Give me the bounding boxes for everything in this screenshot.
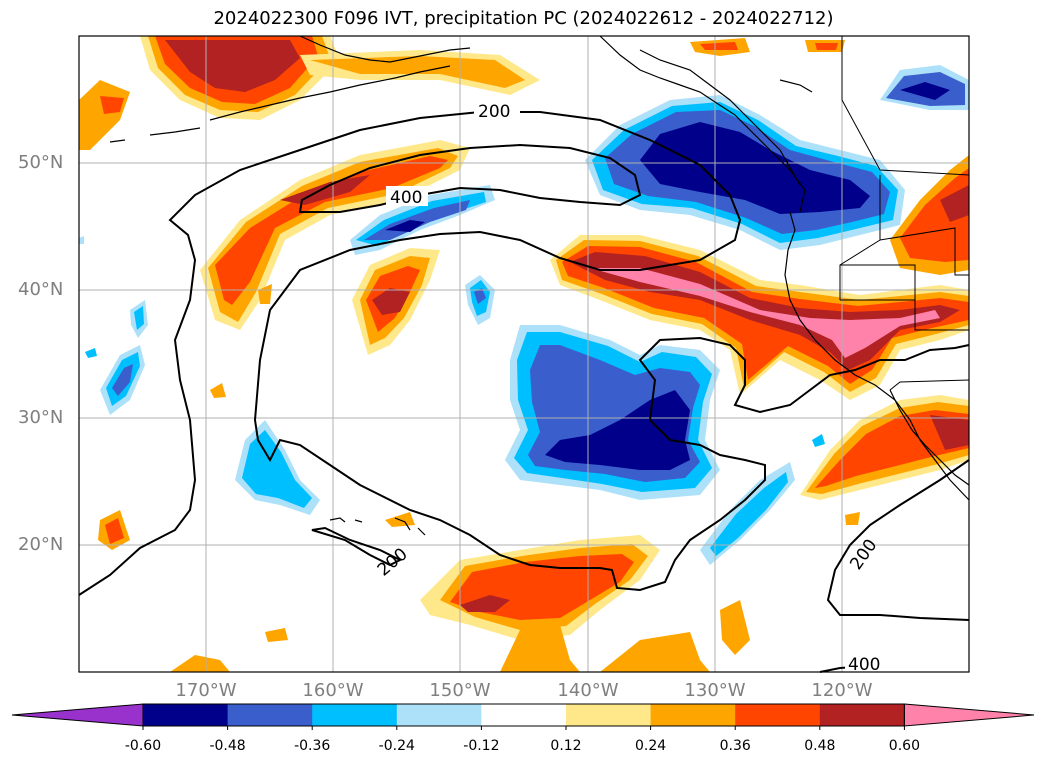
positive-anomaly-region	[258, 284, 272, 304]
state-border	[839, 175, 881, 300]
colorbar-segment	[143, 704, 229, 726]
hawaii-island	[394, 517, 411, 531]
coastlines	[109, 35, 970, 536]
hawaii-island	[417, 527, 426, 536]
negative-anomaly-region	[134, 306, 144, 330]
positive-anomaly-region	[280, 175, 370, 205]
lon-label: 120°W	[811, 680, 873, 701]
negative-anomaly-region	[79, 236, 84, 244]
colorbar-segment	[481, 704, 567, 726]
contour-label: 200	[478, 102, 510, 122]
positive-anomaly-region	[600, 632, 710, 672]
positive-anomaly-region	[170, 655, 230, 672]
positive-anomaly-region	[460, 595, 510, 612]
alaska-coastline	[209, 65, 451, 121]
lat-label: 50°N	[18, 152, 64, 173]
positive-anomaly-region	[940, 185, 969, 222]
colorbar-segment	[566, 704, 652, 726]
lat-label: 40°N	[18, 279, 64, 300]
colorbar-tick-label: -0.48	[209, 738, 246, 754]
colorbar-segment	[650, 704, 736, 726]
lon-label: 160°W	[302, 680, 364, 701]
negative-anomaly-region	[640, 122, 870, 214]
contour-label: 400	[390, 188, 422, 208]
colorbar-tick-label: 0.12	[550, 738, 582, 754]
lat-label: 30°N	[18, 407, 64, 428]
negative-anomaly-region	[900, 82, 950, 100]
positive-anomaly-region	[165, 40, 300, 92]
colorbar-extend-arrow	[903, 703, 1035, 727]
negative-anomaly-region	[710, 472, 788, 556]
state-border	[840, 264, 969, 331]
colorbar-tick-label: -0.60	[124, 738, 162, 754]
positive-anomaly-region	[210, 383, 226, 398]
colorbar-segment	[227, 704, 313, 726]
ivt-contour-200	[311, 526, 403, 567]
state-borders	[839, 36, 970, 391]
ivt-contour-200	[826, 459, 970, 621]
ivt-contour-200	[78, 111, 970, 596]
colorbar-segment	[819, 704, 905, 726]
lon-label: 140°W	[557, 680, 619, 701]
aleutian-island	[779, 79, 813, 93]
colorbar-tick-label: -0.12	[463, 738, 500, 754]
positive-anomaly-region	[900, 168, 969, 262]
alaska-coastline	[109, 139, 126, 143]
map-gridlines	[79, 36, 969, 672]
colorbar-tick-label: 0.36	[719, 738, 751, 754]
lon-label: 170°W	[175, 680, 237, 701]
negative-anomaly-region	[812, 434, 825, 447]
negative-anomaly-region	[545, 390, 690, 470]
positive-anomaly-region	[720, 600, 750, 655]
positive-anomaly-region	[265, 628, 288, 642]
colorbar-tick-label: -0.24	[378, 738, 415, 754]
us-canada-border	[841, 36, 970, 176]
map-title: 2024022300 F096 IVT, precipitation PC (2…	[213, 8, 834, 29]
positive-anomaly-region	[700, 42, 738, 50]
colorbar	[11, 703, 1035, 730]
positive-anomaly-region	[845, 512, 860, 525]
positive-anomaly-region	[815, 410, 969, 488]
alaska-coastline	[299, 35, 471, 63]
colorbar-tick-label: 0.48	[804, 738, 836, 754]
positive-anomaly-region	[815, 43, 838, 50]
positive-anomaly-region	[930, 415, 969, 450]
positive-anomaly-region	[372, 288, 410, 315]
negative-anomaly-region	[385, 220, 425, 232]
west-coast-coastline	[784, 211, 970, 501]
contour-label: 400	[848, 655, 880, 675]
colorbar-outline	[142, 703, 905, 727]
hawaii-island	[354, 519, 363, 523]
alaska-coastline	[599, 35, 806, 213]
lon-label: 150°W	[429, 680, 491, 701]
colorbar-segment	[312, 704, 398, 726]
map-frame	[78, 35, 970, 673]
state-border	[879, 227, 969, 276]
baja-coastline	[889, 389, 970, 486]
positive-anomaly-region	[105, 518, 124, 544]
state-border	[889, 379, 970, 391]
hawaii-island	[329, 517, 346, 523]
negative-anomaly-region	[474, 288, 486, 304]
lat-label: 20°N	[18, 534, 64, 555]
colorbar-tick-label: -0.36	[294, 738, 331, 754]
colorbar-segment	[735, 704, 821, 726]
negative-anomaly-region	[242, 430, 312, 508]
colorbar-tick-label: 0.24	[635, 738, 667, 754]
colorbar-tick-label: 0.60	[888, 738, 920, 754]
negative-anomaly-region	[112, 364, 133, 396]
positive-anomaly-region	[500, 625, 580, 672]
negative-anomaly-region	[85, 348, 97, 358]
bc-islands	[639, 49, 801, 186]
alaska-coastline	[149, 127, 201, 136]
colorbar-segment	[396, 704, 482, 726]
lon-label: 130°W	[684, 680, 746, 701]
positive-anomaly-region	[100, 96, 124, 114]
colorbar-extend-arrow	[11, 703, 144, 727]
